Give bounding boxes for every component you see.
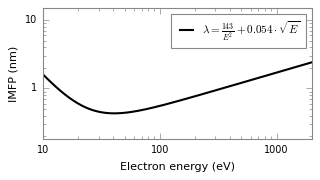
Legend: $\lambda = \frac{143}{E^2} + 0.054 \cdot \sqrt{E}$: $\lambda = \frac{143}{E^2} + 0.054 \cdot…: [171, 14, 306, 48]
Y-axis label: IMFP (nm): IMFP (nm): [8, 46, 18, 102]
X-axis label: Electron energy (eV): Electron energy (eV): [120, 162, 235, 172]
